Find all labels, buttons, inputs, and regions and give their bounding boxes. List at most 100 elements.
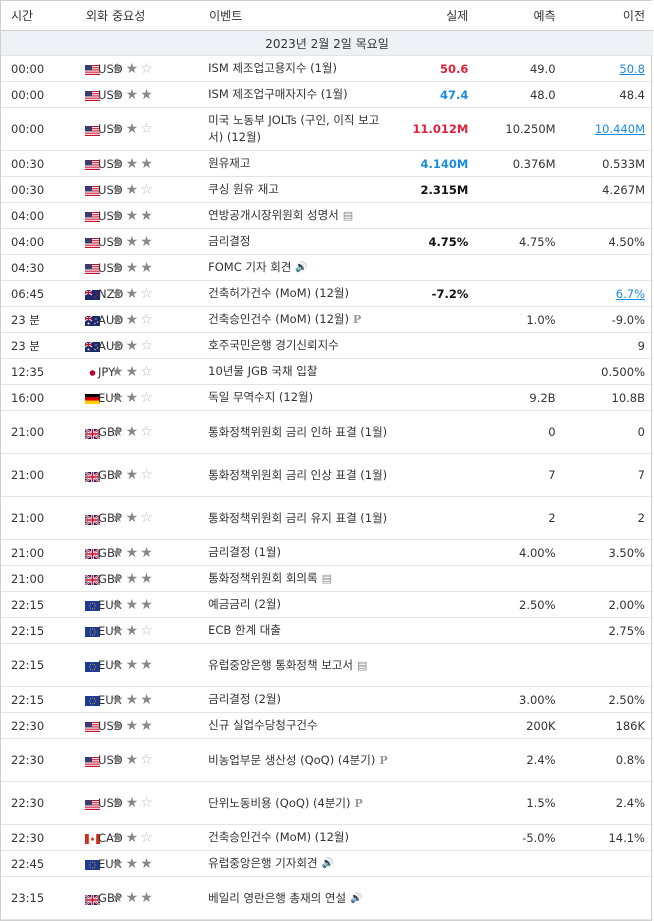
event-name-cell[interactable]: 단위노동비용 (QoQ) (4분기) P bbox=[208, 781, 396, 825]
event-row[interactable]: 21:00 GBP ★★☆ 통화정책위원회 금리 유지 표결 (1월) 2 2 bbox=[1, 496, 653, 540]
event-row[interactable]: 00:00 USD ★★☆ 미국 노동부 JOLTs (구인, 이직 보고서) (12… bbox=[1, 107, 653, 151]
event-row[interactable]: 22:30 USD ★★☆ 단위노동비용 (QoQ) (4분기) P 1.5% 2.4% bbox=[1, 781, 653, 825]
event-row[interactable]: 06:45 NZD ★★☆ 건축허가건수 (MoM) (12월) -7.2% 6.7% bbox=[1, 280, 653, 307]
event-row[interactable]: 04:30 USD ★★★ FOMC 기자 회견 🔊 bbox=[1, 254, 653, 281]
event-name[interactable]: 미국 노동부 JOLTs (구인, 이직 보고서) (12월) bbox=[208, 113, 380, 144]
event-name[interactable]: 10년물 JGB 국채 입찰 bbox=[208, 364, 318, 378]
event-name-cell[interactable]: 독일 무역수지 (12월) bbox=[208, 384, 396, 411]
event-row[interactable]: 00:30 USD ★★☆ 쿠싱 원유 재고 2.315M 4.267M bbox=[1, 176, 653, 203]
header-time[interactable]: 시간 bbox=[1, 1, 85, 31]
header-currency[interactable]: 외화 bbox=[84, 1, 112, 31]
event-name[interactable]: 연방공개시장위원회 성명서 bbox=[208, 208, 339, 222]
event-row[interactable]: 00:00 USD ★★☆ ISM 제조업고용지수 (1월) 50.6 49.0 50.8 bbox=[1, 55, 653, 82]
event-row[interactable]: 23 분 AUD ★★☆ 건축승인건수 (MoM) (12월) P 1.0% -9.0% bbox=[1, 306, 653, 333]
event-row[interactable]: 21:00 GBP ★★☆ 통화정책위원회 금리 인하 표결 (1월) 0 0 bbox=[1, 410, 653, 454]
event-name-cell[interactable]: 금리결정 (1월) bbox=[208, 539, 396, 566]
event-name-cell[interactable]: 건축승인건수 (MoM) (12월) P bbox=[208, 306, 396, 333]
event-row[interactable]: 22:30 CAD ★★☆ 건축승인건수 (MoM) (12월) -5.0% 14.1% bbox=[1, 824, 653, 851]
event-name-cell[interactable]: ISM 제조업고용지수 (1월) bbox=[208, 55, 396, 82]
event-row[interactable]: 00:30 USD ★★★ 원유재고 4.140M 0.376M 0.533M bbox=[1, 150, 653, 177]
event-name-cell[interactable]: 금리결정 (2월) bbox=[208, 686, 396, 713]
event-name[interactable]: 금리결정 (1월) bbox=[208, 545, 281, 559]
event-name[interactable]: 신규 실업수당청구건수 bbox=[208, 718, 318, 732]
flag-cell bbox=[84, 539, 101, 566]
event-name[interactable]: 건축승인건수 (MoM) (12월) bbox=[208, 830, 349, 844]
event-name[interactable]: 통화정책위원회 금리 유지 표결 (1월) bbox=[208, 510, 388, 525]
event-name-cell[interactable]: FOMC 기자 회견 🔊 bbox=[208, 254, 396, 281]
event-name-cell[interactable]: 통화정책위원회 금리 인상 표결 (1월) bbox=[208, 453, 396, 497]
header-forecast[interactable]: 예측 bbox=[476, 1, 564, 31]
event-row[interactable]: 21:00 GBP ★★★ 금리결정 (1월) 4.00% 3.50% bbox=[1, 539, 653, 566]
event-name-cell[interactable]: 쿠싱 원유 재고 bbox=[208, 176, 396, 203]
event-name-cell[interactable]: 예금금리 (2월) bbox=[208, 591, 396, 618]
event-name-cell[interactable]: 통화정책위원회 금리 인하 표결 (1월) bbox=[208, 410, 396, 454]
event-name-cell[interactable]: 건축허가건수 (MoM) (12월) bbox=[208, 280, 396, 307]
header-importance[interactable]: 중요성 bbox=[111, 1, 209, 31]
header-event[interactable]: 이벤트 bbox=[208, 1, 396, 31]
event-name-cell[interactable]: 신규 실업수당청구건수 bbox=[208, 712, 396, 739]
event-name-cell[interactable]: 미국 노동부 JOLTs (구인, 이직 보고서) (12월) bbox=[208, 107, 396, 151]
event-name[interactable]: 통화정책위원회 금리 인상 표결 (1월) bbox=[208, 467, 388, 482]
event-name-cell[interactable]: 원유재고 bbox=[208, 150, 396, 177]
event-name[interactable]: 예금금리 (2월) bbox=[208, 597, 281, 611]
event-name[interactable]: 베일리 영란은행 총재의 연설 bbox=[208, 890, 347, 905]
event-name[interactable]: FOMC 기자 회견 bbox=[208, 260, 292, 274]
event-name[interactable]: 비농업부문 생산성 (QoQ) (4분기) bbox=[208, 752, 376, 767]
event-name[interactable]: 원유재고 bbox=[208, 156, 251, 170]
event-row[interactable]: 22:45 EUR ★★★ 유럽중앙은행 기자회견 🔊 bbox=[1, 850, 653, 877]
us-flag-icon bbox=[84, 211, 100, 222]
previous-value[interactable]: 50.8 bbox=[563, 55, 653, 82]
event-row[interactable]: 23 분 AUD ★★☆ 호주국민은행 경기신뢰지수 9 bbox=[1, 332, 653, 359]
event-name-cell[interactable]: 통화정책위원회 회의록 ▤ bbox=[208, 565, 396, 592]
previous-revised-link[interactable]: 10.440M bbox=[594, 122, 645, 136]
event-row[interactable]: 22:15 EUR ★★★ 예금금리 (2월) 2.50% 2.00% bbox=[1, 591, 653, 618]
event-name[interactable]: 건축승인건수 (MoM) (12월) bbox=[208, 312, 349, 326]
event-name[interactable]: ISM 제조업구매자지수 (1월) bbox=[208, 87, 348, 101]
event-row[interactable]: 22:15 EUR ★★☆ ECB 한계 대출 2.75% bbox=[1, 617, 653, 644]
event-name[interactable]: ISM 제조업고용지수 (1월) bbox=[208, 61, 337, 75]
event-name[interactable]: 쿠싱 원유 재고 bbox=[208, 182, 279, 196]
event-name-cell[interactable]: 10년물 JGB 국채 입찰 bbox=[208, 358, 396, 385]
event-name[interactable]: 유럽중앙은행 통화정책 보고서 bbox=[208, 657, 353, 672]
previous-value[interactable]: 10.440M bbox=[563, 107, 653, 151]
event-name-cell[interactable]: 유럽중앙은행 통화정책 보고서 ▤ bbox=[208, 643, 396, 687]
event-name-cell[interactable]: ISM 제조업구매자지수 (1월) bbox=[208, 81, 396, 108]
event-name[interactable]: 유럽중앙은행 기자회견 bbox=[208, 856, 318, 870]
event-row[interactable]: 21:00 GBP ★★☆ 통화정책위원회 금리 인상 표결 (1월) 7 7 bbox=[1, 453, 653, 497]
previous-revised-link[interactable]: 50.8 bbox=[619, 61, 645, 76]
event-row[interactable]: 22:15 EUR ★★★ 금리결정 (2월) 3.00% 2.50% bbox=[1, 686, 653, 713]
event-name-cell[interactable]: 유럽중앙은행 기자회견 🔊 bbox=[208, 850, 396, 877]
header-previous[interactable]: 이전 bbox=[563, 1, 653, 31]
event-name-cell[interactable]: 연방공개시장위원회 성명서 ▤ bbox=[208, 202, 396, 229]
event-name[interactable]: 통화정책위원회 금리 인하 표결 (1월) bbox=[208, 424, 388, 439]
event-name-cell[interactable]: 호주국민은행 경기신뢰지수 bbox=[208, 332, 396, 359]
event-name[interactable]: 호주국민은행 경기신뢰지수 bbox=[208, 338, 339, 352]
event-name[interactable]: 통화정책위원회 회의록 bbox=[208, 571, 318, 585]
event-name-cell[interactable]: 통화정책위원회 금리 유지 표결 (1월) bbox=[208, 496, 396, 540]
event-row[interactable]: 00:00 USD ★★★ ISM 제조업구매자지수 (1월) 47.4 48.0 48.4 bbox=[1, 81, 653, 108]
previous-value[interactable]: 6.7% bbox=[563, 280, 653, 307]
previous-revised-link[interactable]: 6.7% bbox=[615, 286, 645, 301]
event-row[interactable]: 21:00 GBP ★★★ 통화정책위원회 회의록 ▤ bbox=[1, 565, 653, 592]
event-name[interactable]: ECB 한계 대출 bbox=[208, 623, 281, 637]
event-name-cell[interactable]: ECB 한계 대출 bbox=[208, 617, 396, 644]
event-row[interactable]: 04:00 USD ★★★ 연방공개시장위원회 성명서 ▤ bbox=[1, 202, 653, 229]
event-name[interactable]: 건축허가건수 (MoM) (12월) bbox=[208, 286, 349, 300]
event-row[interactable]: 23:15 GBP ★★★ 베일리 영란은행 총재의 연설 🔊 bbox=[1, 876, 653, 920]
actual-value: 2.315M bbox=[395, 176, 477, 203]
event-name[interactable]: 독일 무역수지 (12월) bbox=[208, 390, 314, 404]
event-name-cell[interactable]: 베일리 영란은행 총재의 연설 🔊 bbox=[208, 876, 396, 920]
event-name-cell[interactable]: 건축승인건수 (MoM) (12월) bbox=[208, 824, 396, 851]
event-name-cell[interactable]: 금리결정 bbox=[208, 228, 396, 255]
event-row[interactable]: 22:30 USD ★★☆ 비농업부문 생산성 (QoQ) (4분기) P 2.4% 0.8… bbox=[1, 738, 653, 782]
event-name[interactable]: 금리결정 bbox=[208, 234, 251, 248]
header-actual[interactable]: 실제 bbox=[395, 1, 477, 31]
event-name[interactable]: 금리결정 (2월) bbox=[208, 692, 281, 706]
event-row[interactable]: 16:00 EUR ★★☆ 독일 무역수지 (12월) 9.2B 10.8B bbox=[1, 384, 653, 411]
event-row[interactable]: 12:35 JPY ★★☆ 10년물 JGB 국채 입찰 0.500% bbox=[1, 358, 653, 385]
event-row[interactable]: 22:15 EUR ★★★ 유럽중앙은행 통화정책 보고서 ▤ bbox=[1, 643, 653, 687]
event-name-cell[interactable]: 비농업부문 생산성 (QoQ) (4분기) P bbox=[208, 738, 396, 782]
event-name[interactable]: 단위노동비용 (QoQ) (4분기) bbox=[208, 795, 351, 810]
event-row[interactable]: 04:00 USD ★★★ 금리결정 4.75% 4.75% 4.50% bbox=[1, 228, 653, 255]
event-row[interactable]: 22:30 USD ★★★ 신규 실업수당청구건수 200K 186K bbox=[1, 712, 653, 739]
